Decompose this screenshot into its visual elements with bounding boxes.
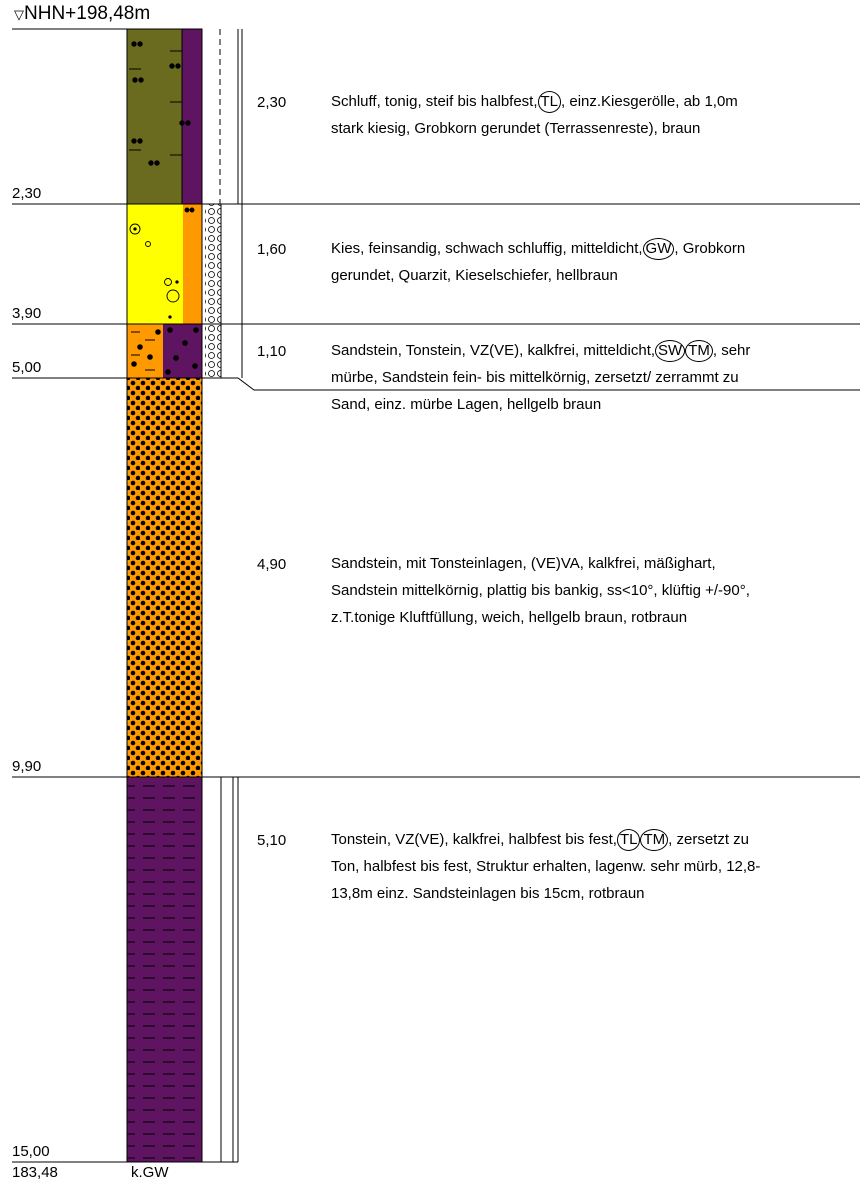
base-elevation: 183,48	[12, 1164, 58, 1181]
layer3-symbols	[131, 327, 199, 375]
layer2-symbols	[129, 207, 195, 319]
layer2-secondary-fill	[183, 204, 202, 324]
soil-group-badge: TM	[640, 829, 669, 851]
layer-description: Sandstein, mit Tonsteinlagen, (VE)VA, ka…	[331, 555, 750, 626]
layer4-pattern	[127, 378, 202, 777]
soil-group-badge: TM	[685, 340, 713, 362]
layer-thickness: 2,30	[257, 94, 287, 111]
layer1-symbols	[129, 41, 191, 166]
layer1-main-fill	[127, 29, 182, 204]
layer-thickness: 1,10	[257, 343, 287, 360]
depth-label: 9,90	[12, 758, 42, 775]
depth-label: 3,90	[12, 305, 42, 322]
groundwater-note: k.GW	[131, 1164, 169, 1181]
layer1-secondary-fill	[182, 29, 202, 204]
layer-description: Tonstein, VZ(VE), kalkfrei, halbfest bis…	[331, 829, 761, 902]
layer-thickness: 1,60	[257, 241, 287, 258]
soil-group-badge: TL	[616, 829, 641, 851]
groundlevel-marker-icon: ▽	[14, 7, 24, 22]
depth-label: 15,00	[12, 1143, 50, 1160]
depth-label: 2,30	[12, 185, 42, 202]
layer-thickness: 4,90	[257, 556, 287, 573]
soil-group-badge: TL	[537, 91, 562, 113]
layer5-pattern	[127, 777, 202, 1162]
boundary-line-5-00	[12, 377, 860, 391]
layer3-secondary-fill	[163, 324, 202, 378]
soil-group-badge: GW	[642, 238, 675, 260]
layer-description: Schluff, tonig, steif bis halbfest, TL, e…	[331, 91, 738, 137]
gravel-strip	[205, 204, 221, 378]
depth-label: 5,00	[12, 359, 42, 376]
layer-description: Sandstein, Tonstein, VZ(VE), kalkfrei, m…	[331, 340, 751, 413]
header-elevation-label: NHN+198,48m	[24, 3, 151, 24]
layer2-main-fill	[127, 204, 183, 324]
layer-thickness: 5,10	[257, 832, 287, 849]
layer-description: Kies, feinsandig, schwach schluffig, mit…	[331, 238, 746, 284]
header-elevation: ▽NHN+198,48m	[14, 3, 150, 25]
soil-group-badge: SW	[655, 340, 686, 362]
